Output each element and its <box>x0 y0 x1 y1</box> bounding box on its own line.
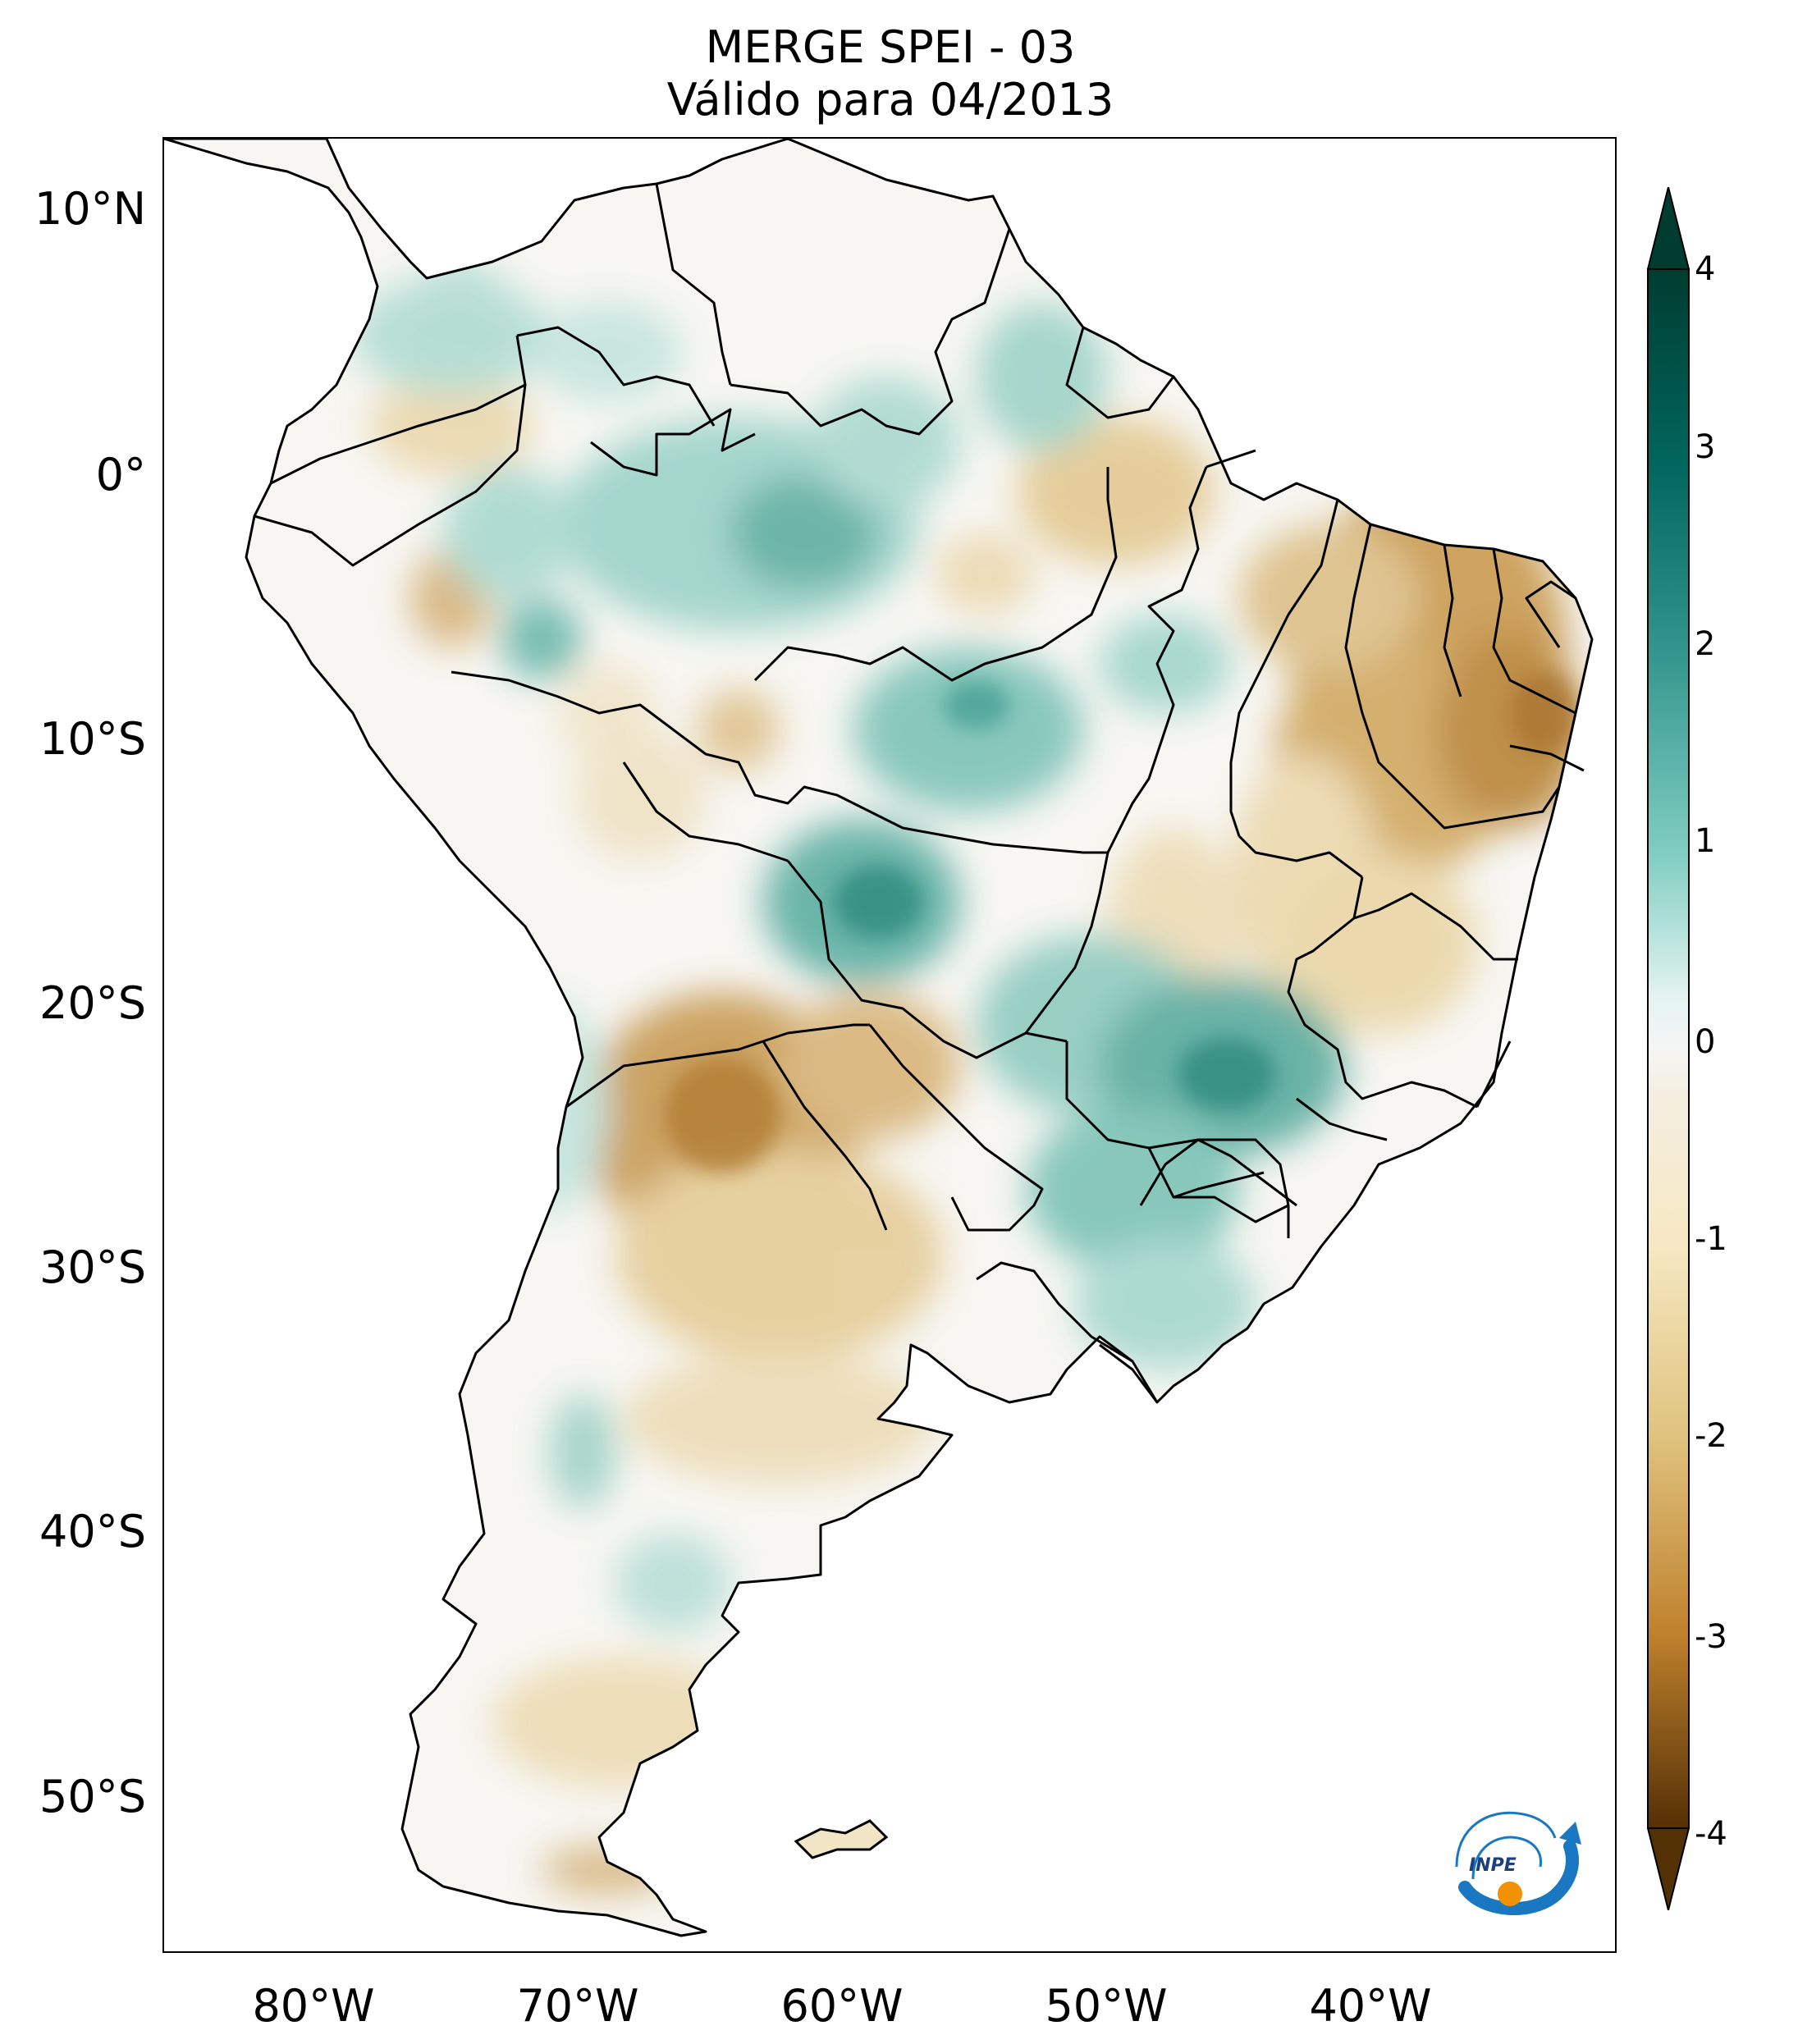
lat-label-40s: 40°S <box>39 1506 146 1557</box>
colorbar-tick-1: 1 <box>1695 822 1716 860</box>
country-borders <box>164 139 1594 1937</box>
lon-label-70w: 70°W <box>516 1980 639 2032</box>
spei-map <box>164 139 1594 1937</box>
colorbar <box>1646 187 1690 1910</box>
lon-label-40w: 40°W <box>1309 1980 1432 2032</box>
falkland-islands <box>794 1819 889 1859</box>
colorbar-tick-4: 4 <box>1695 250 1716 288</box>
lon-label-50w: 50°W <box>1045 1980 1168 2032</box>
lat-label-10s: 10°S <box>39 713 146 765</box>
map-title-line1: MERGE SPEI - 03 <box>705 21 1076 73</box>
colorbar-tick-3: 3 <box>1695 428 1716 466</box>
colorbar-tick-neg4: -4 <box>1695 1815 1727 1853</box>
lat-label-50s: 50°S <box>39 1771 146 1822</box>
spei-field <box>164 139 1592 1936</box>
colorbar-extend-min <box>1646 1827 1690 1910</box>
inpe-logo-text: INPE <box>1469 1855 1517 1876</box>
colorbar-tick-neg3: -3 <box>1695 1618 1727 1656</box>
colorbar-tick-0: 0 <box>1695 1023 1716 1061</box>
colorbar-extend-max <box>1646 187 1690 270</box>
lat-label-10n: 10°N <box>34 183 146 235</box>
map-title-line2: Válido para 04/2013 <box>666 74 1114 126</box>
inpe-logo: INPE <box>1455 1811 1581 1915</box>
colorbar-tick-neg1: -1 <box>1695 1220 1727 1258</box>
map-panel <box>162 137 1617 1953</box>
colorbar-tick-2: 2 <box>1695 625 1716 663</box>
lon-label-80w: 80°W <box>252 1980 375 2032</box>
lat-label-0: 0° <box>95 449 146 501</box>
lat-label-30s: 30°S <box>39 1241 146 1293</box>
colorbar-tick-neg2: -2 <box>1695 1417 1727 1455</box>
lat-label-20s: 20°S <box>39 977 146 1029</box>
lon-label-60w: 60°W <box>780 1980 904 2032</box>
colorbar-gradient <box>1647 268 1690 1829</box>
